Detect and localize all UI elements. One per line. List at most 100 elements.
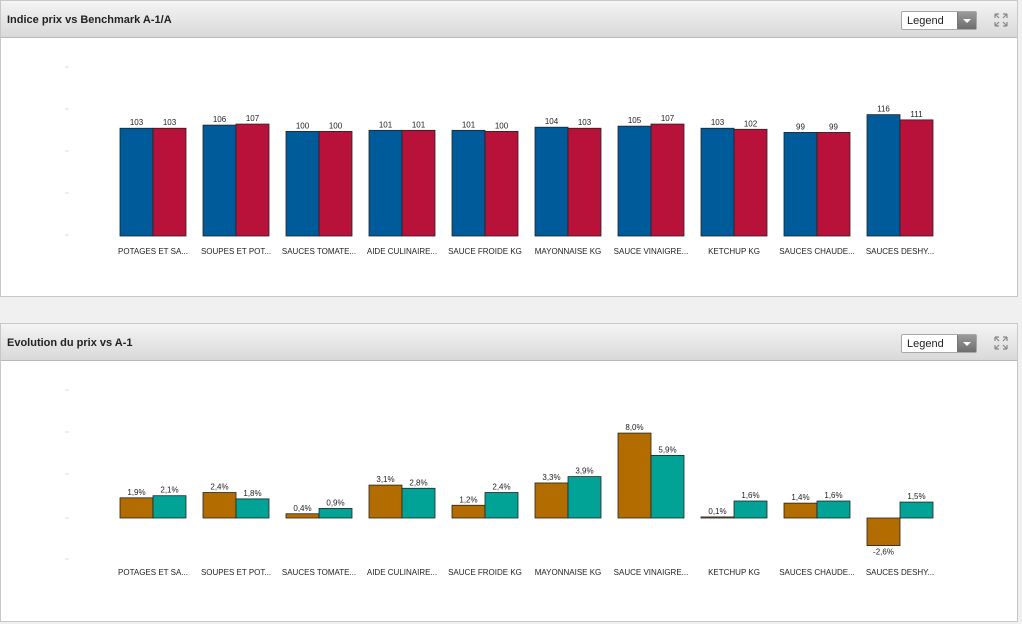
bar[interactable]: [700, 516, 735, 519]
bar[interactable]: [401, 487, 436, 519]
bar[interactable]: [368, 129, 403, 237]
bar[interactable]: [783, 502, 818, 519]
data-label: 1,6%: [741, 491, 759, 500]
category-label: SAUCE FROIDE KG: [448, 247, 522, 256]
bar[interactable]: [152, 127, 187, 237]
bar[interactable]: [534, 482, 569, 519]
bar[interactable]: [534, 126, 569, 237]
data-label: 1,5%: [907, 492, 925, 501]
data-label: 2,4%: [492, 483, 510, 492]
bar[interactable]: [318, 130, 353, 237]
bar[interactable]: [152, 495, 187, 519]
data-label: 1,6%: [824, 491, 842, 500]
panel-header: Indice prix vs Benchmark A-1/A Legend: [1, 1, 1017, 38]
bar[interactable]: [700, 127, 735, 237]
data-label: 103: [711, 118, 725, 127]
bar[interactable]: [235, 498, 270, 519]
data-label: 2,8%: [409, 478, 427, 487]
category-label: POTAGES ET SA...: [118, 247, 188, 256]
data-label: 107: [246, 114, 260, 123]
category-label: SAUCES DESHY...: [866, 568, 934, 577]
data-label: 1,4%: [791, 493, 809, 502]
data-label: 100: [296, 121, 310, 130]
data-label: 0,4%: [293, 504, 311, 513]
bar[interactable]: [617, 432, 652, 519]
legend-dropdown-label: Legend: [907, 15, 944, 27]
bar[interactable]: [783, 132, 818, 237]
data-label: -2,6%: [873, 548, 894, 557]
chevron-down-icon[interactable]: [957, 335, 976, 352]
data-label: 99: [829, 122, 838, 131]
category-label: MAYONNAISE KG: [535, 247, 602, 256]
chart-price-evolution-svg: 1,9% 2,1% POTAGES ET SA... 2,4% 1,8% SOUPES E…: [65, 389, 934, 577]
category-label: SAUCES TOMATE...: [282, 247, 356, 256]
category-label: SOUPES ET POT...: [201, 568, 271, 577]
legend-dropdown[interactable]: Legend: [901, 334, 977, 353]
bar[interactable]: [484, 492, 519, 519]
panel-price-evolution: Evolution du prix vs A-1 Legend 1,9% 2,1%…: [0, 323, 1018, 622]
data-label: 1,2%: [459, 495, 477, 504]
bar[interactable]: [866, 517, 901, 547]
category-label: KETCHUP KG: [708, 568, 760, 577]
category-label: SAUCE FROIDE KG: [448, 568, 522, 577]
bar[interactable]: [733, 500, 768, 519]
bar[interactable]: [119, 127, 154, 237]
bar[interactable]: [816, 500, 851, 519]
bar[interactable]: [484, 130, 519, 237]
data-label: 5,9%: [658, 445, 676, 454]
data-label: 2,4%: [210, 483, 228, 492]
data-label: 1,8%: [243, 489, 261, 498]
bar[interactable]: [650, 454, 685, 519]
data-label: 101: [412, 120, 426, 129]
bar[interactable]: [567, 127, 602, 237]
data-label: 104: [545, 117, 559, 126]
data-label: 101: [379, 120, 393, 129]
bar[interactable]: [816, 132, 851, 237]
bar[interactable]: [202, 492, 237, 519]
category-label: KETCHUP KG: [708, 247, 760, 256]
data-label: 103: [163, 118, 177, 127]
bar[interactable]: [866, 114, 901, 237]
bar[interactable]: [368, 484, 403, 519]
data-label: 3,9%: [575, 467, 593, 476]
bar[interactable]: [650, 123, 685, 237]
data-label: 111: [910, 110, 923, 119]
bar[interactable]: [451, 129, 486, 237]
legend-dropdown[interactable]: Legend: [901, 11, 977, 30]
data-label: 99: [796, 122, 805, 131]
data-label: 107: [661, 114, 675, 123]
bar[interactable]: [285, 513, 320, 519]
category-label: SAUCES TOMATE...: [282, 568, 356, 577]
data-label: 3,1%: [376, 475, 394, 484]
data-label: 103: [130, 118, 144, 127]
data-label: 2,1%: [160, 486, 178, 495]
bar[interactable]: [567, 476, 602, 519]
bar[interactable]: [119, 497, 154, 519]
data-label: 0,9%: [326, 498, 344, 507]
bar[interactable]: [451, 504, 486, 519]
panel-header: Evolution du prix vs A-1 Legend: [1, 324, 1017, 361]
category-label: AIDE CULINAIRE...: [367, 247, 437, 256]
bar[interactable]: [899, 501, 934, 519]
bar[interactable]: [401, 129, 436, 237]
expand-icon[interactable]: [993, 335, 1009, 351]
data-label: 3,3%: [542, 473, 560, 482]
category-label: POTAGES ET SA...: [118, 568, 188, 577]
panel-price-index: Indice prix vs Benchmark A-1/A Legend 10…: [0, 0, 1018, 297]
bar[interactable]: [899, 119, 934, 237]
bar[interactable]: [202, 124, 237, 237]
bar[interactable]: [318, 508, 353, 519]
category-label: SAUCES CHAUDE...: [779, 247, 855, 256]
chart-price-evolution: 1,9% 2,1% POTAGES ET SA... 2,4% 1,8% SOUPES E…: [1, 361, 1017, 621]
bar[interactable]: [235, 123, 270, 237]
data-label: 1,9%: [127, 488, 145, 497]
data-label: 103: [578, 118, 592, 127]
chevron-down-icon[interactable]: [957, 12, 976, 29]
bar[interactable]: [285, 130, 320, 237]
bar[interactable]: [733, 128, 768, 237]
data-label: 106: [213, 115, 227, 124]
bar[interactable]: [617, 125, 652, 237]
panel-title: Indice prix vs Benchmark A-1/A: [7, 14, 172, 26]
category-label: SOUPES ET POT...: [201, 247, 271, 256]
expand-icon[interactable]: [993, 12, 1009, 28]
